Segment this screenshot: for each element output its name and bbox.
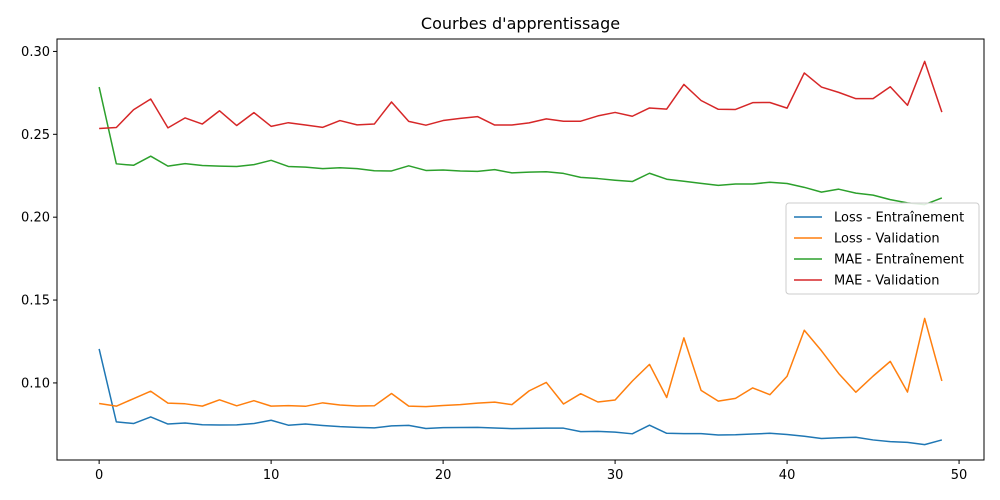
legend-label-1: Loss - Validation [834, 232, 940, 247]
chart-title: Courbes d'apprentissage [421, 14, 620, 33]
y-tick-label-2: 0.20 [21, 211, 50, 226]
legend-label-0: Loss - Entraînement [834, 211, 964, 226]
legend: Loss - Entraînement Loss - Validation MAE … [785, 202, 980, 295]
y-tick-label-4: 0.30 [21, 45, 50, 60]
legend-label-2: MAE - Entraînement [834, 253, 964, 268]
x-tick-label-4: 40 [779, 468, 796, 483]
legend-label-3: MAE - Validation [834, 274, 939, 289]
series-line-2 [98, 86, 943, 206]
x-tick-label-1: 10 [263, 468, 280, 483]
y-tick-label-0: 0.10 [21, 376, 50, 391]
x-tick-label-5: 50 [951, 468, 968, 483]
y-tick-label-1: 0.15 [21, 294, 50, 309]
x-tick-label-2: 20 [435, 468, 452, 483]
axes-frame [56, 38, 985, 461]
legend-box [785, 202, 980, 295]
x-tick-label-3: 30 [607, 468, 624, 483]
y-axis: 0.10 0.15 0.20 0.25 0.30 [21, 45, 57, 391]
y-tick-label-3: 0.25 [21, 128, 50, 143]
x-tick-label-0: 0 [95, 468, 103, 483]
series-line-3 [99, 60, 943, 130]
series-line-0 [98, 348, 943, 446]
series-line-1 [99, 317, 943, 408]
x-axis: 0 10 20 30 40 50 [95, 460, 967, 483]
series-lines [98, 60, 943, 446]
